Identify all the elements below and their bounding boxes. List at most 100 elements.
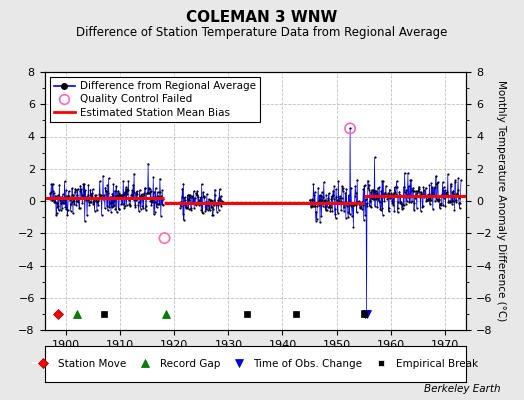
Point: [343, 203, 352, 210]
Text: Difference of Station Temperature Data from Regional Average: Difference of Station Temperature Data f…: [77, 26, 447, 39]
Point: [180, 217, 188, 223]
Point: [357, 200, 365, 206]
Point: [114, 206, 123, 212]
Point: [107, 194, 116, 200]
Point: [453, 190, 461, 197]
Point: [83, 212, 91, 219]
Point: [452, 198, 460, 205]
Point: [212, 200, 221, 206]
Point: [423, 197, 431, 204]
Point: [412, 188, 420, 194]
Point: [455, 205, 464, 212]
Point: [353, 199, 362, 205]
Point: [117, 192, 125, 198]
Point: [354, 200, 363, 206]
Point: [182, 201, 190, 208]
Point: [447, 198, 456, 204]
Point: [417, 208, 425, 214]
Point: [91, 192, 100, 199]
Point: [48, 197, 56, 203]
Point: [393, 184, 401, 190]
Point: [330, 196, 338, 202]
Point: [436, 202, 445, 208]
Point: [93, 207, 101, 214]
Point: [183, 205, 191, 211]
Point: [116, 192, 125, 199]
Point: [431, 180, 440, 187]
Point: [376, 207, 385, 213]
Point: [446, 182, 455, 189]
Point: [190, 205, 199, 211]
Point: [90, 208, 99, 214]
Point: [423, 197, 432, 203]
Point: [318, 189, 326, 196]
Point: [95, 178, 104, 184]
Point: [190, 194, 199, 201]
Point: [348, 213, 356, 219]
Point: [428, 184, 436, 190]
Point: [59, 191, 67, 198]
Point: [367, 187, 376, 193]
Point: [113, 193, 122, 199]
Point: [115, 206, 123, 213]
Point: [215, 186, 224, 192]
Point: [451, 177, 460, 184]
Point: [90, 198, 99, 204]
Point: [61, 204, 70, 210]
Point: [59, 200, 67, 206]
Point: [370, 154, 379, 161]
Point: [54, 207, 63, 214]
Point: [130, 170, 138, 177]
Point: [355, 198, 363, 204]
Point: [80, 181, 89, 187]
Point: [402, 200, 410, 207]
Point: [369, 189, 378, 196]
Point: [404, 194, 412, 200]
Point: [77, 186, 85, 192]
Point: [376, 199, 384, 206]
Point: [429, 206, 437, 212]
Point: [410, 207, 418, 213]
Point: [204, 196, 213, 202]
Point: [183, 192, 192, 198]
Point: [206, 197, 215, 204]
Point: [50, 199, 59, 205]
Point: [355, 201, 364, 207]
Point: [56, 194, 64, 200]
Point: [322, 192, 330, 198]
Point: [316, 219, 324, 226]
Point: [321, 204, 330, 210]
Point: [331, 206, 339, 213]
Point: [83, 196, 92, 203]
Point: [419, 202, 427, 209]
Point: [150, 188, 158, 195]
Point: [379, 191, 388, 198]
Point: [195, 196, 203, 203]
Point: [107, 208, 115, 215]
Point: [353, 176, 362, 183]
Point: [438, 191, 446, 197]
Point: [349, 202, 357, 208]
Point: [210, 201, 218, 208]
Point: [133, 190, 141, 197]
Point: [135, 208, 143, 214]
Point: [363, 203, 372, 209]
Point: [368, 196, 377, 203]
Point: [414, 183, 423, 190]
Point: [439, 179, 447, 186]
Point: [65, 193, 73, 200]
Point: [89, 201, 97, 207]
Point: [347, 202, 356, 208]
Point: [381, 193, 389, 200]
Point: [100, 196, 108, 203]
Point: [74, 199, 82, 205]
Point: [442, 192, 451, 198]
Point: [367, 189, 375, 195]
Point: [99, 194, 107, 200]
Point: [306, 196, 314, 203]
Point: [211, 192, 220, 198]
Point: [349, 223, 357, 230]
Point: [407, 177, 416, 183]
Point: [54, 203, 62, 209]
Point: [67, 208, 75, 214]
